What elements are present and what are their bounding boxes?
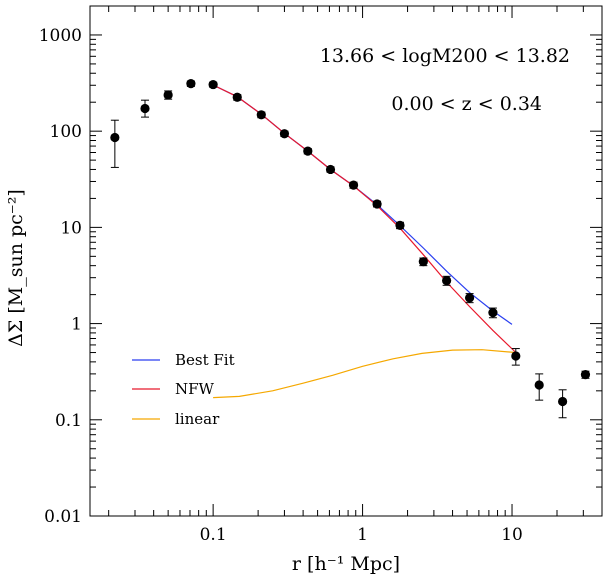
legend-label: NFW (175, 380, 215, 398)
data-point (279, 129, 290, 139)
model-curves (212, 84, 517, 399)
data-point (348, 180, 359, 190)
annotation-redshift-range: 0.00 < z < 0.34 (391, 93, 542, 115)
curve-best-fit (212, 84, 513, 325)
y-tick-label: 0.1 (55, 411, 82, 431)
data-point (163, 90, 173, 100)
x-tick-labels: 0.1 1 10 (200, 525, 523, 545)
y-tick-label: 0.01 (44, 507, 82, 527)
y-tick-labels: 0.01 0.1 1 10 100 1000 (39, 26, 82, 527)
data-point (442, 275, 452, 286)
y-tick-label: 100 (50, 122, 82, 142)
x-axis-title: r [h⁻¹ Mpc] (292, 553, 400, 575)
data-point (325, 164, 336, 175)
legend-label: Best Fit (175, 351, 235, 369)
axis-ticks (90, 5, 603, 517)
data-point (372, 199, 382, 209)
x-tick-label: 10 (501, 525, 523, 545)
x-tick-label: 1 (357, 525, 368, 545)
data-point (534, 380, 544, 390)
data-point (418, 257, 428, 267)
y-tick-label: 1000 (39, 26, 82, 46)
data-point (110, 132, 120, 143)
data-point (395, 220, 405, 230)
annotation-mass-range: 13.66 < logM200 < 13.82 (320, 45, 570, 67)
x-tick-label: 0.1 (200, 525, 227, 545)
data-point (140, 103, 150, 114)
legend: Best Fit NFW linear (132, 351, 235, 428)
data-point (186, 79, 196, 89)
plot-frame (89, 5, 603, 517)
y-tick-label: 10 (60, 218, 82, 238)
data-point (232, 92, 242, 102)
data-point (580, 369, 591, 380)
data-point (511, 351, 521, 361)
data-point (464, 293, 475, 303)
legend-label: linear (175, 410, 220, 428)
data-points (110, 79, 591, 419)
data-point (303, 146, 313, 156)
curve-linear (213, 349, 516, 399)
data-point (558, 396, 568, 407)
data-point (256, 110, 266, 120)
y-tick-label: 1 (71, 315, 82, 335)
curve-nfw (212, 84, 517, 353)
data-point (208, 79, 218, 90)
data-point (488, 308, 498, 318)
y-axis-title: ΔΣ [M_sun pc⁻²] (5, 189, 27, 347)
